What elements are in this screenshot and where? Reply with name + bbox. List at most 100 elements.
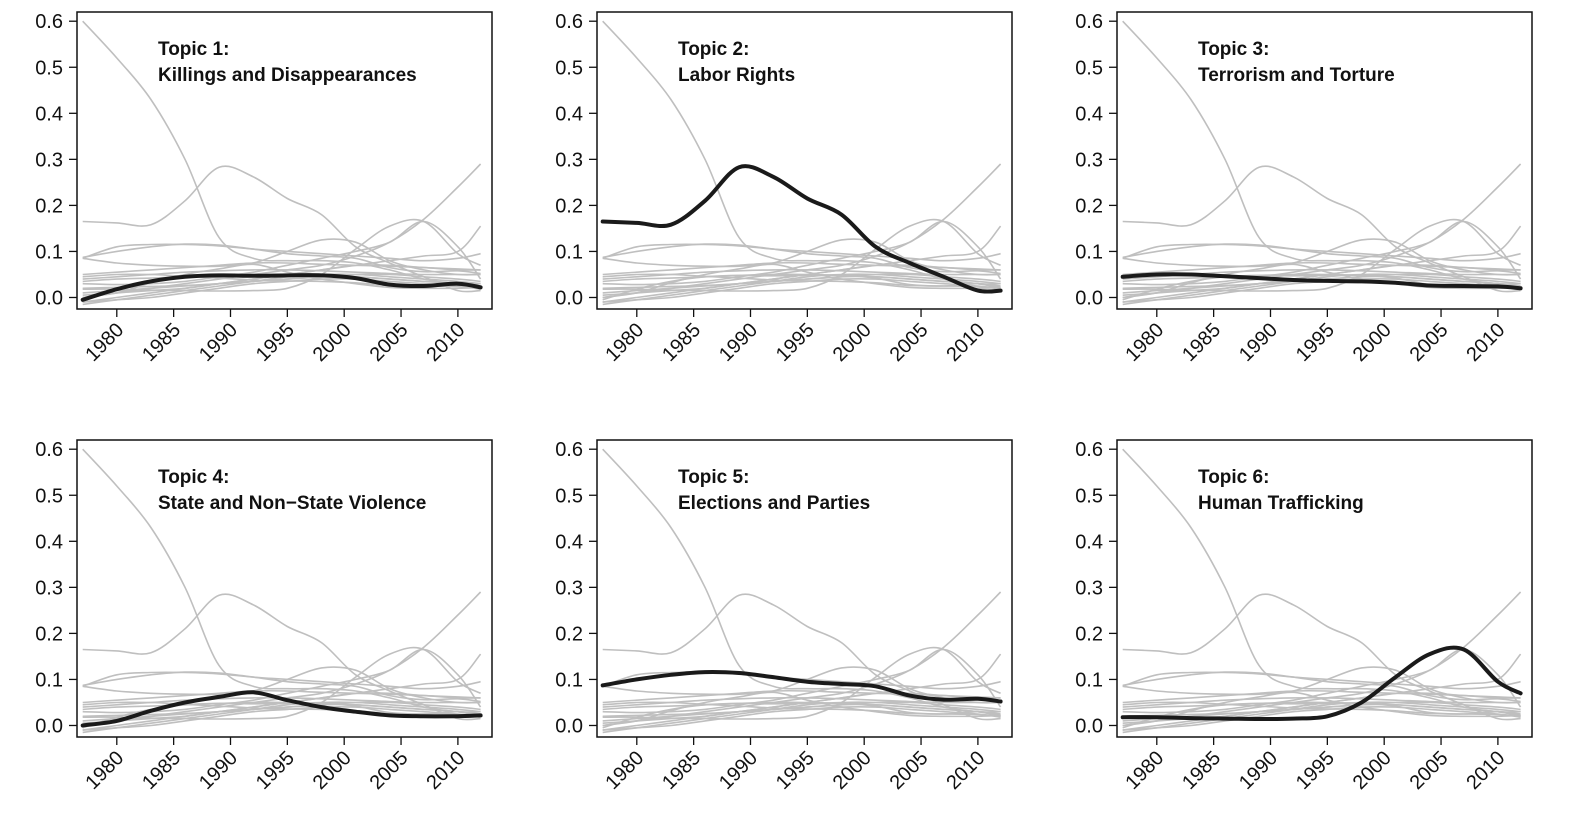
topic-name-label: Terrorism and Torture	[1198, 65, 1395, 86]
x-tick-label: 1985	[658, 319, 705, 366]
y-tick-label: 0.0	[35, 715, 63, 737]
y-tick-label: 0.4	[35, 103, 63, 125]
x-tick-label: 1980	[81, 319, 128, 366]
x-tick-label: 1995	[252, 747, 299, 794]
y-tick-label: 0.4	[35, 531, 63, 553]
plot-frame	[596, 439, 1013, 738]
background-topic-line	[82, 671, 481, 690]
y-tick-label: 0.5	[1075, 485, 1103, 507]
y-tick-label: 0.2	[35, 195, 63, 217]
x-tick-label: 1990	[1235, 319, 1282, 366]
x-tick-label: 1990	[715, 319, 762, 366]
y-tick-label: 0.0	[1075, 715, 1103, 737]
y-tick-label: 0.6	[555, 439, 583, 461]
x-tick-label: 2010	[942, 319, 989, 366]
x-tick-label: 2000	[309, 319, 356, 366]
x-tick-label: 2000	[1349, 319, 1396, 366]
x-tick-label: 2005	[366, 319, 413, 366]
x-tick-label: 1980	[601, 319, 648, 366]
y-tick-label: 0.3	[35, 577, 63, 599]
x-tick-label: 2010	[422, 319, 469, 366]
x-tick-label: 1985	[1178, 747, 1225, 794]
y-tick-label: 0.4	[1075, 103, 1103, 125]
highlighted-topic-line	[80, 273, 483, 302]
background-topic-line	[82, 701, 481, 734]
topic-name-label: Killings and Disappearances	[158, 65, 417, 86]
y-tick-label: 0.1	[35, 241, 63, 263]
x-tick-label: 2000	[829, 747, 876, 794]
y-tick-label: 0.3	[35, 149, 63, 171]
topic-number-label: Topic 3:	[1198, 39, 1269, 60]
background-topic-line	[1122, 243, 1521, 275]
background-topic-line	[1122, 691, 1521, 727]
background-topic-line	[602, 278, 1001, 303]
x-tick-label: 1980	[1121, 747, 1168, 794]
x-tick-label: 2010	[422, 747, 469, 794]
y-tick-label: 0.2	[35, 623, 63, 645]
background-topic-line	[82, 243, 481, 275]
series-group	[600, 448, 1003, 734]
background-topic-line	[602, 220, 1002, 286]
y-tick-label: 0.3	[555, 577, 583, 599]
background-topic-line	[602, 706, 1001, 731]
background-topic-line	[1122, 706, 1521, 731]
x-tick-label: 1990	[195, 319, 242, 366]
x-tick-label: 1980	[1121, 319, 1168, 366]
y-tick-label: 0.3	[555, 149, 583, 171]
background-topic-line	[82, 243, 481, 262]
topic-name-label: State and Non−State Violence	[158, 493, 426, 514]
x-tick-label: 2000	[829, 319, 876, 366]
x-tick-label: 1995	[1292, 747, 1339, 794]
y-tick-label: 0.0	[555, 287, 583, 309]
x-tick-label: 1980	[81, 747, 128, 794]
y-tick-label: 0.5	[35, 57, 63, 79]
y-tick-label: 0.5	[1075, 57, 1103, 79]
topic-name-label: Labor Rights	[678, 65, 795, 86]
y-tick-label: 0.5	[555, 57, 583, 79]
background-topic-line	[602, 701, 1001, 734]
x-tick-label: 2010	[1462, 747, 1509, 794]
topic-number-label: Topic 5:	[678, 467, 749, 488]
background-topic-line	[602, 671, 1001, 690]
x-tick-label: 1990	[715, 747, 762, 794]
y-tick-label: 0.0	[555, 715, 583, 737]
x-tick-label: 2000	[1349, 747, 1396, 794]
y-tick-label: 0.0	[1075, 287, 1103, 309]
x-tick-label: 2010	[942, 747, 989, 794]
series-group	[1120, 20, 1523, 306]
x-tick-label: 1985	[138, 319, 185, 366]
y-tick-label: 0.3	[1075, 577, 1103, 599]
x-tick-label: 1985	[138, 747, 185, 794]
series-group	[600, 20, 1003, 306]
y-tick-label: 0.1	[1075, 241, 1103, 263]
x-tick-label: 1995	[1292, 319, 1339, 366]
y-tick-label: 0.1	[35, 669, 63, 691]
background-topic-line	[1122, 593, 1521, 721]
background-topic-line	[602, 696, 1001, 708]
x-tick-label: 1995	[772, 747, 819, 794]
plot-frame	[1116, 439, 1533, 738]
background-topic-line	[602, 264, 1001, 296]
background-topic-line	[1122, 243, 1521, 262]
topic-number-label: Topic 1:	[158, 39, 229, 60]
background-topic-line	[82, 696, 481, 708]
background-topic-line	[602, 691, 1001, 727]
y-tick-label: 0.1	[1075, 669, 1103, 691]
y-tick-label: 0.6	[35, 439, 63, 461]
y-tick-label: 0.1	[555, 241, 583, 263]
y-tick-label: 0.2	[555, 623, 583, 645]
background-topic-line	[82, 220, 482, 286]
background-topic-line	[82, 268, 481, 280]
x-tick-label: 2005	[1406, 747, 1453, 794]
background-topic-line	[1122, 263, 1521, 299]
plot-frame	[596, 11, 1013, 310]
background-topic-line	[82, 278, 481, 303]
highlighted-topic-line	[600, 670, 1003, 704]
topic-number-label: Topic 6:	[1198, 467, 1269, 488]
x-tick-label: 2005	[886, 747, 933, 794]
series-group	[80, 448, 483, 734]
